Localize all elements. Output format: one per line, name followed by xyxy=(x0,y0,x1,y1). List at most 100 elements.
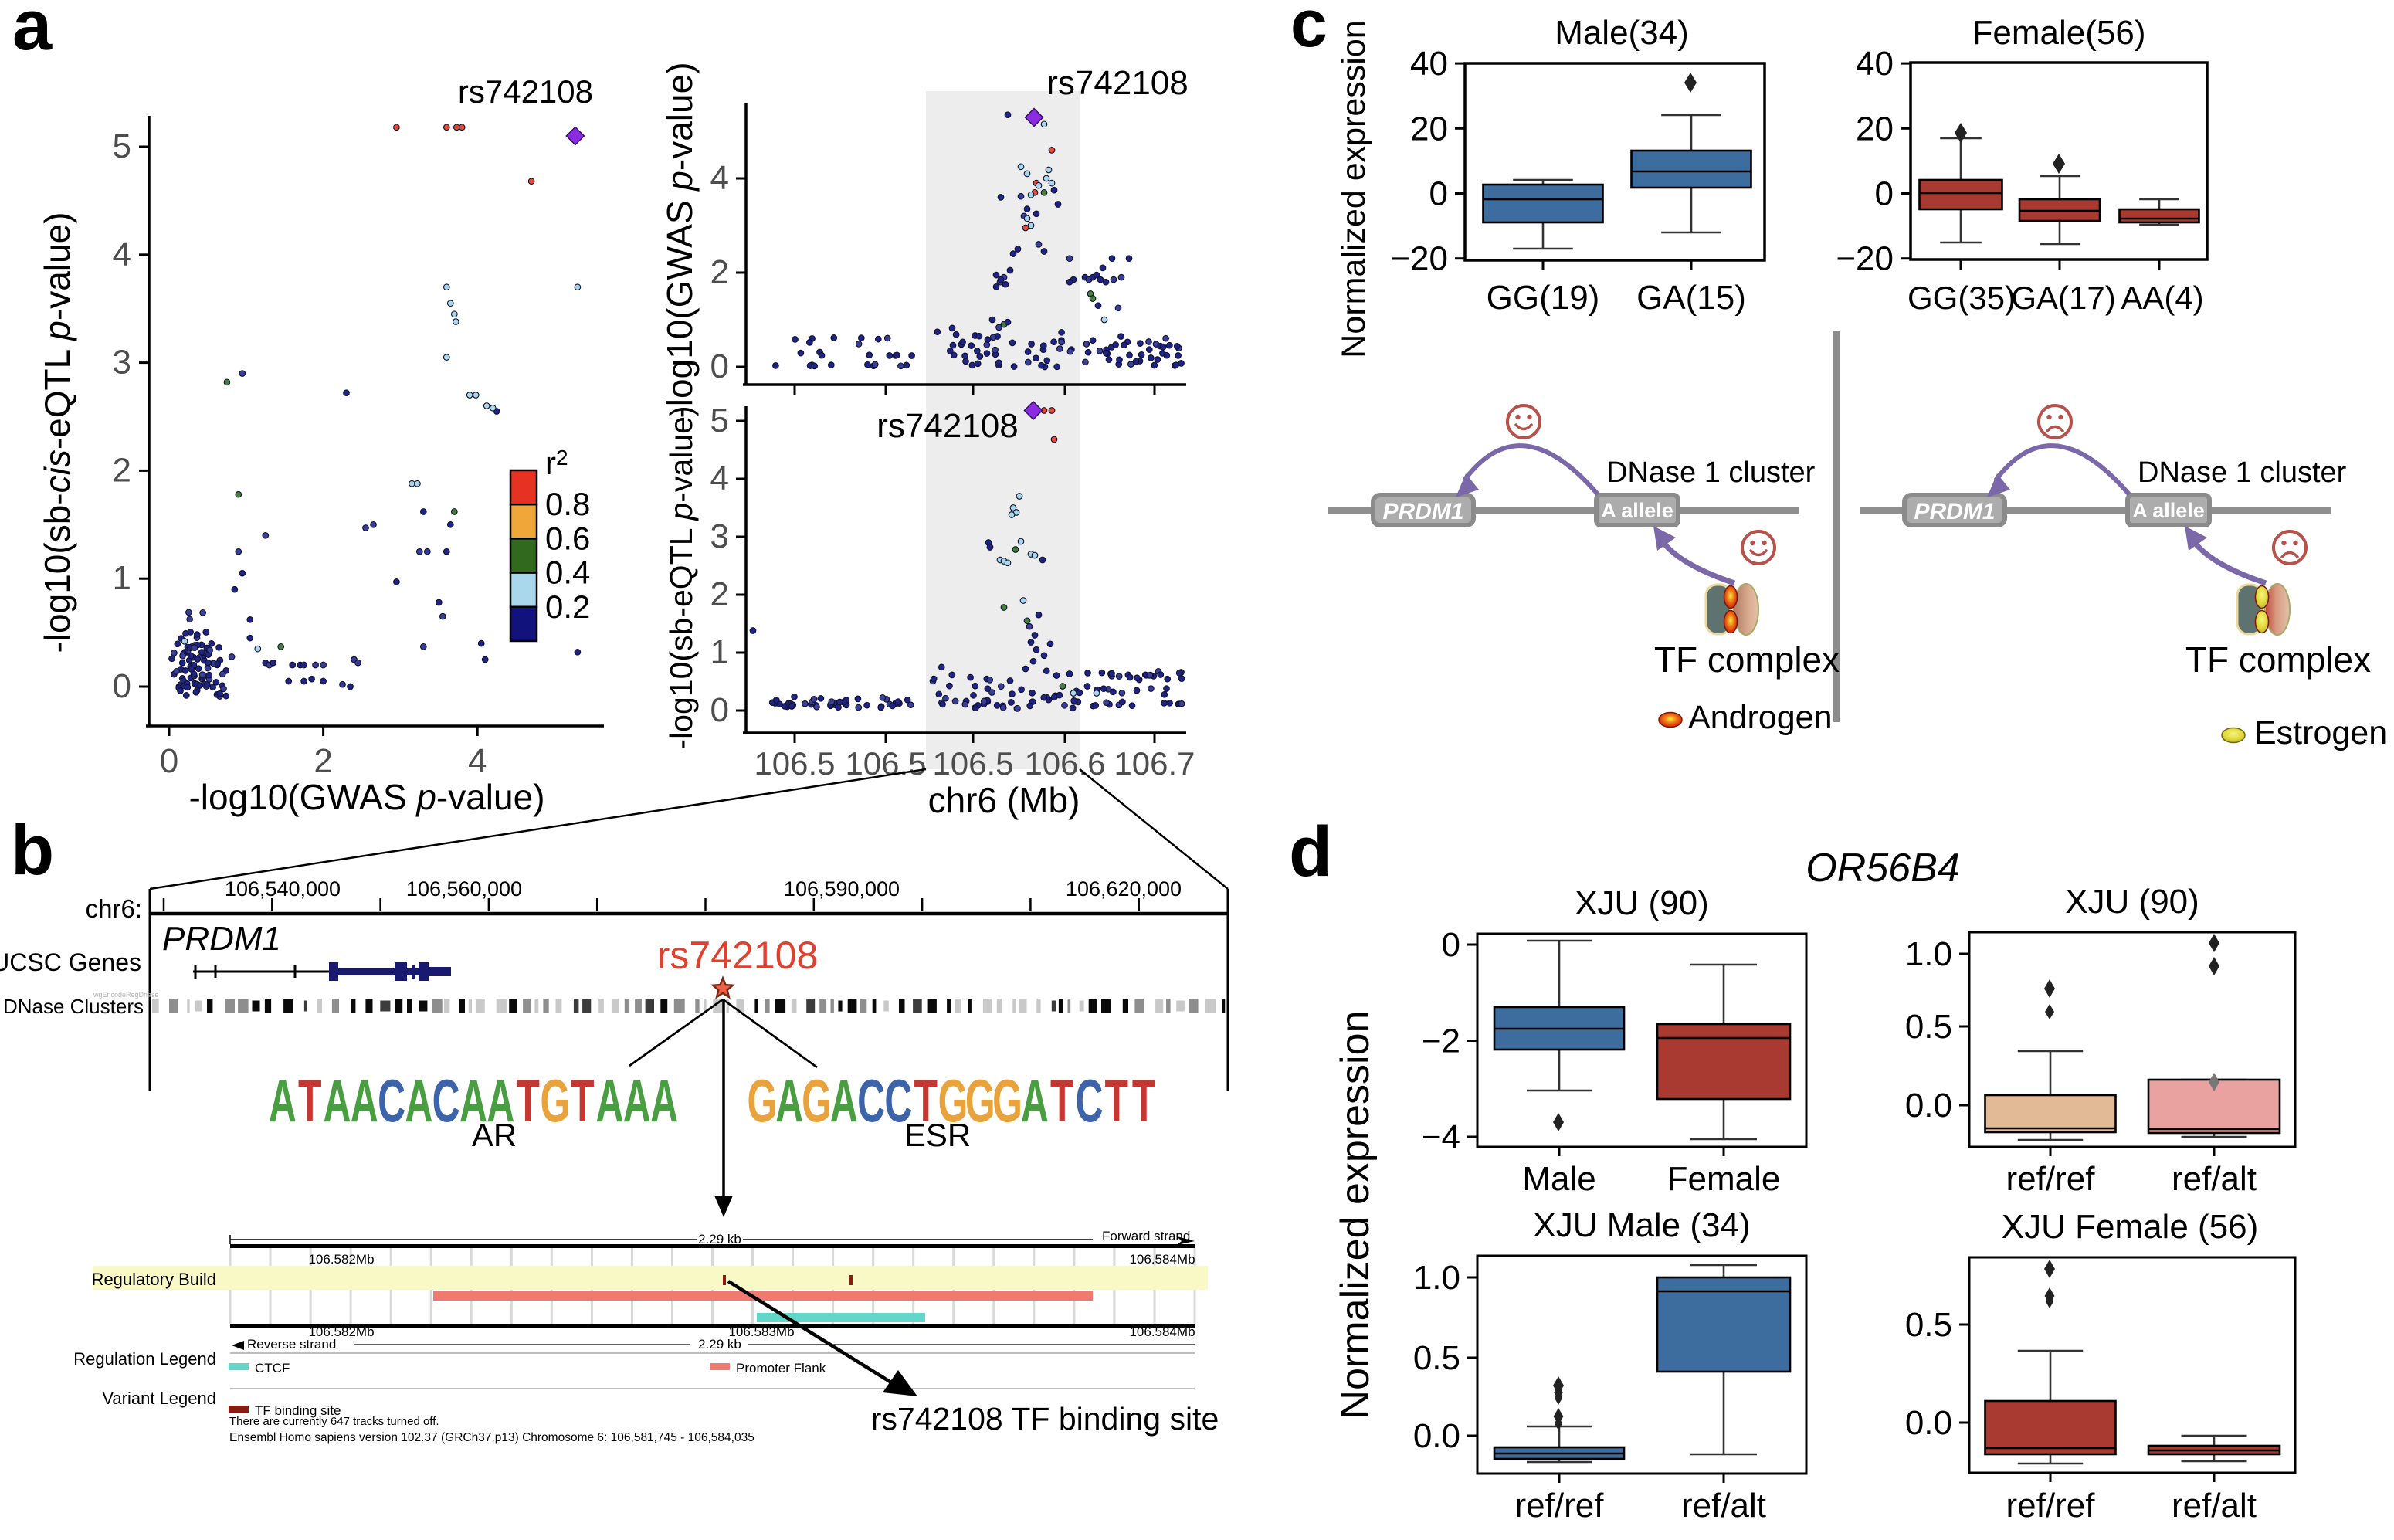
svg-text:UCSC Genes: UCSC Genes xyxy=(0,948,141,976)
svg-text:−20: −20 xyxy=(1390,240,1448,278)
svg-text:A: A xyxy=(830,1067,858,1135)
svg-text:T: T xyxy=(571,1067,594,1135)
svg-text:A: A xyxy=(487,1067,514,1135)
svg-text:A: A xyxy=(1021,1067,1049,1135)
svg-text:−4: −4 xyxy=(1422,1118,1460,1156)
svg-text:0: 0 xyxy=(1875,175,1894,213)
svg-text:0: 0 xyxy=(160,742,178,780)
svg-text:106,540,000: 106,540,000 xyxy=(225,877,341,901)
svg-text:wgEncodeRegDnase: wgEncodeRegDnase xyxy=(93,991,159,999)
svg-text:0.4: 0.4 xyxy=(545,555,590,591)
svg-text:1.0: 1.0 xyxy=(1905,935,1952,973)
svg-text:rs742108 TF binding site: rs742108 TF binding site xyxy=(871,1401,1219,1437)
svg-text:2.29 kb: 2.29 kb xyxy=(698,1232,741,1247)
svg-text:TF complex: TF complex xyxy=(2185,639,2371,680)
svg-text:106.582Mb: 106.582Mb xyxy=(308,1325,374,1339)
svg-text:A allele: A allele xyxy=(1601,499,1673,522)
svg-text:-log10(sb-cis-eQTL p-value): -log10(sb-cis-eQTL p-value) xyxy=(37,212,77,653)
svg-text:A: A xyxy=(775,1067,803,1135)
svg-text:20: 20 xyxy=(1410,110,1448,148)
svg-text:Female: Female xyxy=(1667,1160,1781,1198)
svg-text:T: T xyxy=(914,1067,937,1135)
svg-text:T: T xyxy=(1105,1067,1128,1135)
svg-text:GA(15): GA(15) xyxy=(1636,279,1746,317)
svg-text:4: 4 xyxy=(468,742,487,780)
svg-text:Androgen: Androgen xyxy=(1688,699,1833,736)
svg-text:A: A xyxy=(269,1067,297,1135)
svg-text:106.5: 106.5 xyxy=(932,745,1013,782)
svg-text:C: C xyxy=(884,1067,912,1135)
svg-text:chr6:: chr6: xyxy=(86,894,142,923)
svg-text:Normalized expression: Normalized expression xyxy=(1335,20,1372,358)
svg-text:Female(56): Female(56) xyxy=(1972,14,2146,52)
svg-text:G: G xyxy=(938,1067,968,1135)
svg-text:0: 0 xyxy=(1442,926,1460,964)
svg-text:GG(35): GG(35) xyxy=(1907,280,2016,316)
svg-text:0.0: 0.0 xyxy=(1905,1087,1952,1124)
svg-text:A: A xyxy=(405,1067,432,1135)
svg-text:XJU (90): XJU (90) xyxy=(1575,884,1709,922)
svg-text:A: A xyxy=(595,1067,623,1135)
svg-text:C: C xyxy=(857,1067,885,1135)
svg-text:106.7: 106.7 xyxy=(1114,745,1195,782)
svg-text:AR: AR xyxy=(472,1117,517,1153)
svg-text:ref/alt: ref/alt xyxy=(2172,1487,2257,1525)
svg-text:G: G xyxy=(992,1067,1022,1135)
svg-text:Ensembl Homo sapiens version 1: Ensembl Homo sapiens version 102.37 (GRC… xyxy=(229,1431,754,1444)
svg-text:2: 2 xyxy=(314,742,332,780)
svg-text:TF binding site: TF binding site xyxy=(255,1403,341,1418)
svg-text:There are currently 647 tracks: There are currently 647 tracks turned of… xyxy=(229,1415,439,1428)
svg-text:ref/ref: ref/ref xyxy=(2006,1487,2096,1525)
svg-text:G: G xyxy=(802,1067,832,1135)
svg-text:Male(34): Male(34) xyxy=(1555,14,1689,52)
svg-text:G: G xyxy=(747,1067,777,1135)
svg-text:A: A xyxy=(650,1067,678,1135)
svg-text:c: c xyxy=(1290,0,1328,61)
svg-text:Estrogen: Estrogen xyxy=(2254,714,2387,751)
svg-text:T: T xyxy=(1132,1067,1155,1135)
svg-text:Variant Legend: Variant Legend xyxy=(102,1389,216,1408)
svg-text:106.584Mb: 106.584Mb xyxy=(1129,1325,1195,1339)
svg-text:4: 4 xyxy=(710,159,729,197)
svg-text:T: T xyxy=(516,1067,539,1135)
svg-text:A: A xyxy=(459,1067,487,1135)
svg-text:5: 5 xyxy=(710,402,729,439)
svg-text:A: A xyxy=(323,1067,351,1135)
svg-text:DNase 1 cluster: DNase 1 cluster xyxy=(2138,456,2347,489)
svg-text:DNase 1 cluster: DNase 1 cluster xyxy=(1606,456,1816,489)
svg-text:OR56B4: OR56B4 xyxy=(1806,846,1959,890)
svg-text:rs742108: rs742108 xyxy=(657,934,819,977)
svg-text:1: 1 xyxy=(113,559,131,597)
svg-text:PRDM1: PRDM1 xyxy=(1914,499,1995,524)
svg-text:rs742108: rs742108 xyxy=(877,407,1018,445)
svg-text:0.6: 0.6 xyxy=(545,520,590,556)
svg-text:106.583Mb: 106.583Mb xyxy=(728,1325,794,1339)
svg-text:d: d xyxy=(1289,812,1332,891)
svg-text:A: A xyxy=(351,1067,378,1135)
svg-text:4: 4 xyxy=(710,460,729,497)
svg-text:106.5: 106.5 xyxy=(754,745,835,782)
svg-text:0: 0 xyxy=(113,667,131,705)
svg-text:4: 4 xyxy=(113,236,131,273)
svg-text:C: C xyxy=(378,1067,405,1135)
svg-text:0: 0 xyxy=(1429,175,1448,213)
svg-text:Male: Male xyxy=(1522,1160,1595,1198)
svg-text:106.584Mb: 106.584Mb xyxy=(1129,1252,1195,1267)
svg-text:-log10(GWAS p-value): -log10(GWAS p-value) xyxy=(660,62,700,418)
svg-text:0.0: 0.0 xyxy=(1413,1417,1460,1455)
svg-text:rs742108: rs742108 xyxy=(458,73,593,110)
svg-text:A allele: A allele xyxy=(2132,499,2205,522)
svg-text:DNase Clusters: DNase Clusters xyxy=(3,995,144,1018)
svg-text:PRDM1: PRDM1 xyxy=(162,920,281,958)
svg-text:0.5: 0.5 xyxy=(1905,1008,1952,1046)
svg-text:2: 2 xyxy=(710,253,729,291)
svg-text:XJU Male (34): XJU Male (34) xyxy=(1533,1206,1750,1244)
svg-text:1.0: 1.0 xyxy=(1413,1259,1460,1297)
svg-text:Forward strand: Forward strand xyxy=(1102,1229,1190,1243)
svg-text:a: a xyxy=(12,0,53,65)
svg-text:0.5: 0.5 xyxy=(1905,1306,1952,1344)
svg-text:chr6 (Mb): chr6 (Mb) xyxy=(928,780,1080,820)
svg-text:-log10(GWAS p-value): -log10(GWAS p-value) xyxy=(188,777,544,817)
svg-text:Regulatory Build: Regulatory Build xyxy=(92,1270,216,1289)
svg-text:1: 1 xyxy=(710,633,729,671)
